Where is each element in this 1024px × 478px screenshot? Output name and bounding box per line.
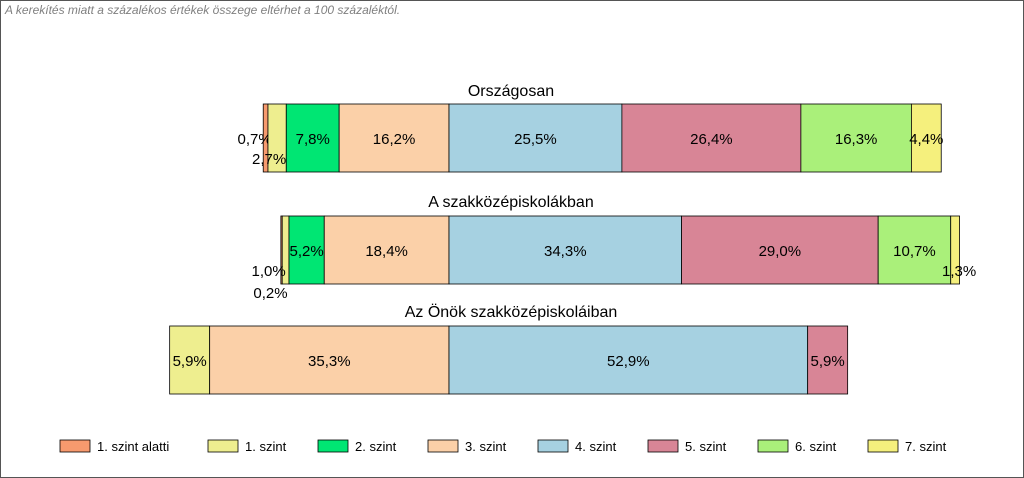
legend-swatch — [647, 439, 679, 453]
legend-label: 1. szint — [245, 439, 287, 454]
bar-segment-4 — [338, 103, 450, 173]
legend-label: 1. szint alatti — [97, 439, 169, 454]
data-label: 52,9% — [607, 353, 650, 370]
bar-segment-7 — [877, 215, 952, 285]
rounding-note: A kerekítés miatt a százalékos értékek ö… — [5, 3, 401, 17]
bar-segment-4 — [209, 325, 450, 395]
data-label: 1,0% — [251, 263, 285, 280]
data-label: 10,7% — [893, 243, 936, 260]
data-label: 5,2% — [290, 243, 324, 260]
data-label: 16,3% — [835, 131, 878, 148]
group-title: Országosan — [468, 83, 554, 100]
legend-swatch — [427, 439, 459, 453]
bar-segment-3 — [288, 215, 325, 285]
bar-segment-5 — [448, 325, 809, 395]
data-label: 35,3% — [308, 353, 351, 370]
bar-segment-8 — [950, 215, 960, 285]
bar-segment-2 — [169, 325, 211, 395]
data-label: 16,2% — [373, 131, 416, 148]
data-label: 7,8% — [296, 131, 330, 148]
data-label: 5,9% — [173, 353, 207, 370]
legend-label: 2. szint — [355, 439, 397, 454]
group-title: Az Önök szakközépiskoláiban — [405, 303, 618, 321]
data-label: 26,4% — [690, 131, 733, 148]
legend-label: 4. szint — [575, 439, 617, 454]
bar-segment-6 — [807, 325, 849, 395]
data-label: 4,4% — [909, 131, 943, 148]
data-label: 0,2% — [253, 285, 287, 302]
bar-segment-7 — [800, 103, 912, 173]
bar-segment-8 — [911, 103, 942, 173]
data-label: 1,3% — [942, 263, 976, 280]
legend-label: 6. szint — [795, 439, 837, 454]
data-label: 18,4% — [365, 243, 408, 260]
legend-swatch — [757, 439, 789, 453]
legend-label: 3. szint — [465, 439, 507, 454]
legend-swatch — [867, 439, 899, 453]
group-title: A szakközépiskolákban — [428, 194, 593, 211]
bar-segment-5 — [448, 215, 682, 285]
legend-label: 5. szint — [685, 439, 727, 454]
legend-swatch — [59, 439, 91, 453]
legend-swatch — [207, 439, 239, 453]
legend-label: 7. szint — [905, 439, 947, 454]
data-label: 25,5% — [514, 131, 557, 148]
legend-swatch — [537, 439, 569, 453]
data-label: 29,0% — [759, 243, 802, 260]
bar-segment-6 — [621, 103, 802, 173]
legend-swatch — [317, 439, 349, 453]
data-label: 2,7% — [252, 151, 286, 168]
data-label: 5,9% — [811, 353, 845, 370]
bar-segment-3 — [285, 103, 340, 173]
data-label: 0,7% — [237, 131, 271, 148]
bar-segment-4 — [323, 215, 450, 285]
data-label: 34,3% — [544, 243, 587, 260]
bar-segment-6 — [681, 215, 879, 285]
